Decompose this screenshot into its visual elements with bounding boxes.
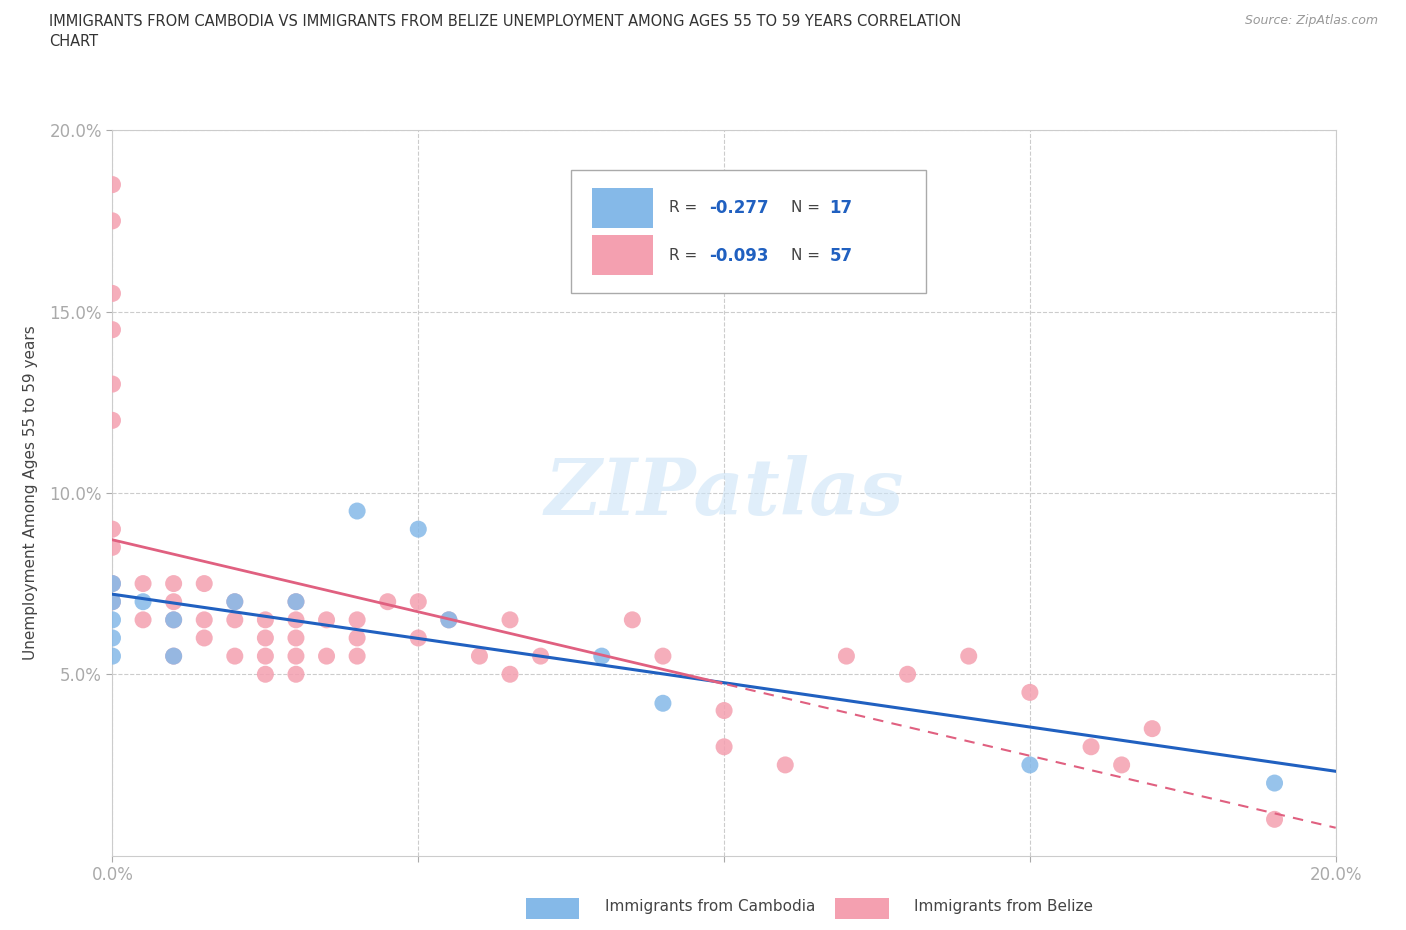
Point: [591, 649, 613, 664]
Point: [284, 667, 308, 682]
Point: [254, 649, 277, 664]
Point: [408, 631, 430, 645]
Point: [315, 649, 337, 664]
Point: [101, 631, 124, 645]
Point: [101, 177, 124, 193]
Text: IMMIGRANTS FROM CAMBODIA VS IMMIGRANTS FROM BELIZE UNEMPLOYMENT AMONG AGES 55 TO: IMMIGRANTS FROM CAMBODIA VS IMMIGRANTS F…: [49, 14, 962, 29]
Point: [224, 613, 246, 628]
Point: [284, 649, 308, 664]
Point: [163, 649, 186, 664]
Point: [1264, 776, 1286, 790]
Point: [193, 576, 215, 591]
Point: [254, 613, 277, 628]
Text: -0.277: -0.277: [710, 199, 769, 217]
Point: [101, 522, 124, 537]
Point: [101, 576, 124, 591]
Point: [408, 522, 430, 537]
Point: [621, 613, 644, 628]
Point: [284, 594, 308, 609]
Point: [835, 649, 858, 664]
Text: Immigrants from Cambodia: Immigrants from Cambodia: [605, 899, 815, 914]
Bar: [592, 235, 654, 275]
Point: [377, 594, 399, 609]
Point: [284, 594, 308, 609]
Point: [224, 594, 246, 609]
FancyBboxPatch shape: [571, 170, 927, 294]
Point: [132, 613, 155, 628]
Point: [224, 594, 246, 609]
Point: [1018, 757, 1040, 772]
Point: [193, 613, 215, 628]
Point: [101, 594, 124, 609]
Point: [101, 594, 124, 609]
Point: [897, 667, 920, 682]
Point: [1111, 757, 1133, 772]
Point: [101, 286, 124, 301]
Point: [437, 613, 460, 628]
Point: [101, 649, 124, 664]
Point: [101, 539, 124, 554]
Point: [499, 667, 522, 682]
Point: [284, 631, 308, 645]
Text: N =: N =: [792, 200, 825, 216]
Point: [468, 649, 491, 664]
Point: [346, 504, 368, 519]
Point: [132, 576, 155, 591]
Point: [254, 667, 277, 682]
Point: [101, 576, 124, 591]
Point: [346, 613, 368, 628]
Point: [530, 649, 553, 664]
Point: [101, 323, 124, 338]
Point: [499, 613, 522, 628]
Point: [346, 649, 368, 664]
Point: [101, 613, 124, 628]
Point: [101, 377, 124, 392]
Point: [132, 594, 155, 609]
Point: [101, 214, 124, 229]
Point: [254, 631, 277, 645]
Point: [1018, 684, 1040, 700]
Point: [163, 594, 186, 609]
Point: [284, 613, 308, 628]
Point: [652, 649, 675, 664]
Point: [957, 649, 980, 664]
Point: [1142, 722, 1164, 737]
Point: [193, 631, 215, 645]
Text: R =: R =: [669, 200, 702, 216]
Text: 57: 57: [830, 246, 852, 265]
Point: [315, 613, 337, 628]
Point: [652, 696, 675, 711]
Text: CHART: CHART: [49, 34, 98, 49]
Text: Immigrants from Belize: Immigrants from Belize: [914, 899, 1092, 914]
Point: [163, 613, 186, 628]
Text: R =: R =: [669, 248, 702, 263]
Point: [1264, 812, 1286, 827]
Text: -0.093: -0.093: [710, 246, 769, 265]
Point: [775, 757, 797, 772]
Point: [1080, 739, 1102, 754]
Bar: [592, 188, 654, 228]
Text: 17: 17: [830, 199, 852, 217]
Point: [224, 649, 246, 664]
Point: [163, 649, 186, 664]
Point: [346, 631, 368, 645]
Text: ZIPatlas: ZIPatlas: [544, 455, 904, 531]
Point: [408, 594, 430, 609]
Y-axis label: Unemployment Among Ages 55 to 59 years: Unemployment Among Ages 55 to 59 years: [24, 326, 38, 660]
Point: [437, 613, 460, 628]
Point: [713, 703, 735, 718]
Point: [101, 413, 124, 428]
Point: [163, 613, 186, 628]
Point: [163, 576, 186, 591]
Point: [713, 739, 735, 754]
Text: N =: N =: [792, 248, 825, 263]
Text: Source: ZipAtlas.com: Source: ZipAtlas.com: [1244, 14, 1378, 27]
